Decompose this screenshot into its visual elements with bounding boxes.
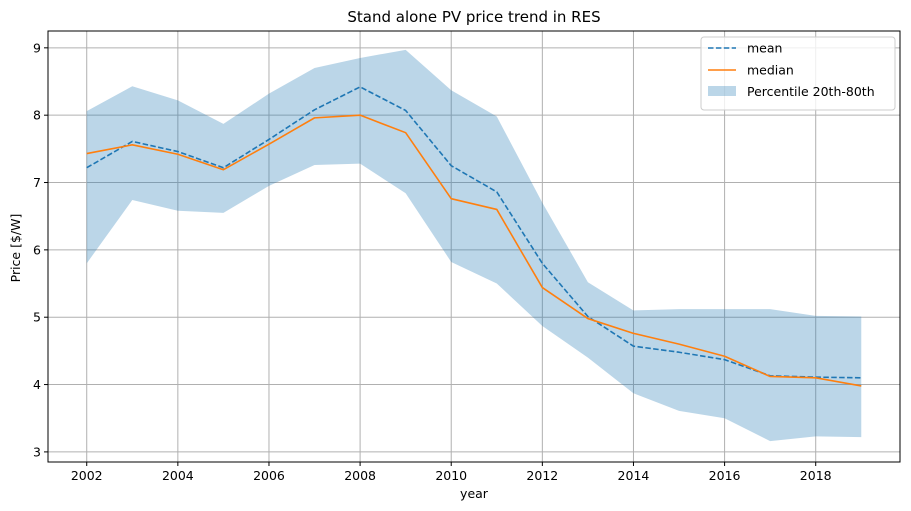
legend-frame: [701, 37, 895, 110]
y-tick-label: 9: [33, 40, 41, 55]
y-tick-label: 7: [33, 175, 41, 190]
y-tick-label: 5: [33, 310, 41, 325]
legend-mean-label: mean: [747, 41, 782, 56]
x-tick-label: 2004: [162, 468, 194, 483]
legend: mean median Percentile 20th-80th: [701, 37, 895, 110]
x-tick-label: 2002: [71, 468, 103, 483]
x-tick-label: 2018: [800, 468, 832, 483]
legend-band-label: Percentile 20th-80th: [747, 84, 875, 99]
y-tick-label: 4: [33, 377, 41, 392]
legend-band-swatch: [708, 86, 736, 96]
y-tick-label: 8: [33, 108, 41, 123]
x-tick-label: 2010: [435, 468, 467, 483]
y-axis-label: Price [$/W]: [8, 214, 23, 283]
x-tick-label: 2006: [253, 468, 285, 483]
legend-median-label: median: [747, 63, 794, 78]
chart-title: Stand alone PV price trend in RES: [347, 8, 600, 26]
x-tick-label: 2008: [344, 468, 376, 483]
y-tick-label: 3: [33, 444, 41, 459]
x-tick-label: 2014: [618, 468, 650, 483]
x-axis-label: year: [460, 486, 489, 501]
x-tick-label: 2012: [526, 468, 558, 483]
y-tick-label: 6: [33, 242, 41, 257]
x-tick-label: 2016: [709, 468, 741, 483]
